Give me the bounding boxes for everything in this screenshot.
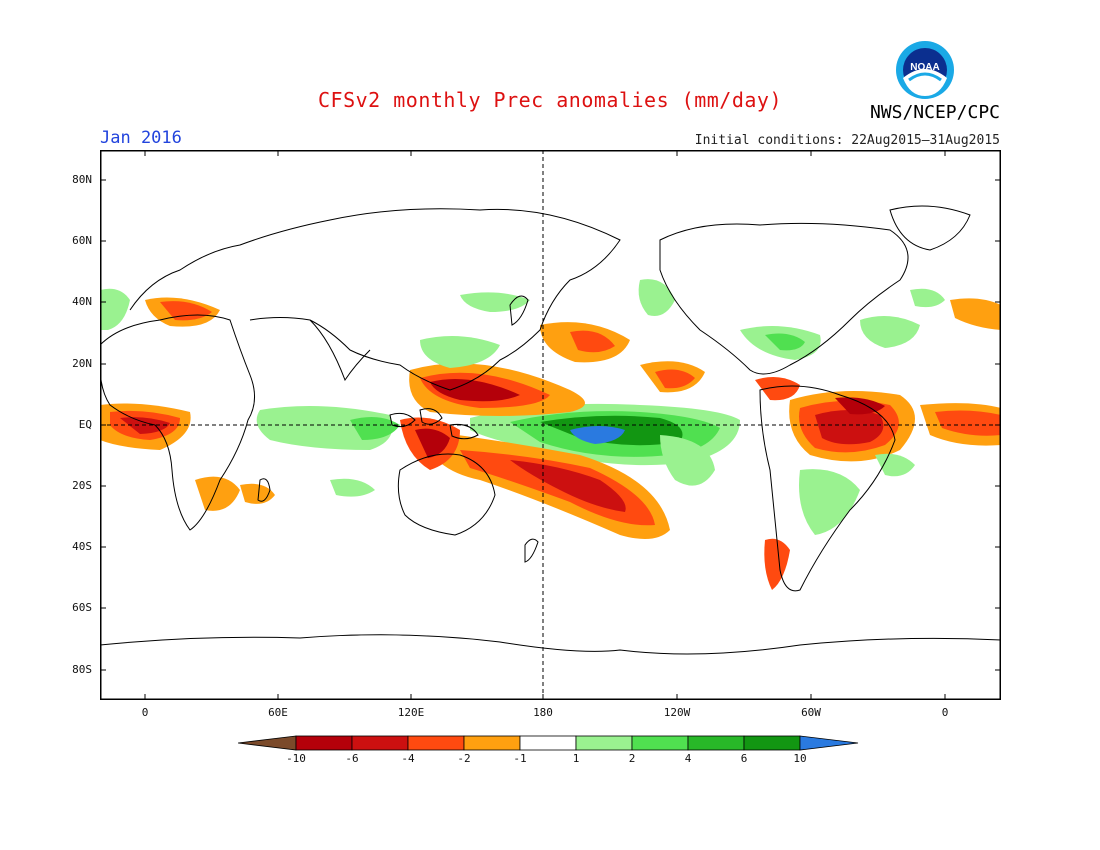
- colorbar: [238, 735, 859, 751]
- colorbar-arrow-low: [238, 735, 297, 751]
- noaa-logo: NOAA: [895, 40, 955, 104]
- lon-label-0-west: 0: [141, 706, 149, 719]
- colorbar-swatch: [631, 735, 689, 751]
- colorbar-swatch: [743, 735, 801, 751]
- colorbar-swatch: [351, 735, 409, 751]
- colorbar-label: -2: [457, 752, 471, 765]
- lat-label-40n: 40N: [72, 295, 92, 308]
- lat-label-80n: 80N: [72, 173, 92, 186]
- initial-conditions-label: Initial conditions: 22Aug2015–31Aug2015: [694, 133, 1000, 148]
- colorbar-swatch: [575, 735, 633, 751]
- map-panel: [100, 150, 1001, 700]
- map-title: CFSv2 monthly Prec anomalies (mm/day): [317, 88, 783, 112]
- colorbar-label: 1: [572, 752, 580, 765]
- lon-label-120w: 120W: [663, 706, 691, 719]
- colorbar-label: -4: [401, 752, 415, 765]
- colorbar-swatch: [295, 735, 353, 751]
- colorbar-label: 6: [740, 752, 748, 765]
- colorbar-swatch: [519, 735, 577, 751]
- lat-label-20n: 20N: [72, 357, 92, 370]
- anomaly-shading: [100, 279, 1001, 590]
- lon-label-60e: 60E: [268, 706, 288, 719]
- colorbar-swatch: [407, 735, 465, 751]
- colorbar-swatch: [463, 735, 521, 751]
- lat-label-20s: 20S: [72, 479, 92, 492]
- colorbar-label: -10: [286, 752, 306, 765]
- colorbar-label: 10: [793, 752, 807, 765]
- agency-label: NWS/NCEP/CPC: [869, 102, 1000, 123]
- map-frame: [100, 150, 1001, 700]
- valid-month-label: Jan 2016: [100, 128, 182, 148]
- lon-label-0-east: 0: [941, 706, 949, 719]
- lat-label-60n: 60N: [72, 234, 92, 247]
- lon-label-120e: 120E: [397, 706, 425, 719]
- lon-label-180: 180: [533, 706, 553, 719]
- lat-label-80s: 80S: [72, 663, 92, 676]
- lat-label-eq: EQ: [78, 418, 92, 431]
- lat-label-60s: 60S: [72, 601, 92, 614]
- colorbar-swatch: [687, 735, 745, 751]
- noaa-logo-text: NOAA: [910, 62, 939, 73]
- colorbar-label: 2: [628, 752, 636, 765]
- lon-label-60w: 60W: [801, 706, 821, 719]
- colorbar-label: 4: [684, 752, 692, 765]
- lat-label-40s: 40S: [72, 540, 92, 553]
- coastlines: [100, 205, 1001, 655]
- colorbar-arrow-high: [799, 735, 859, 751]
- colorbar-label: -6: [345, 752, 359, 765]
- colorbar-label: -1: [513, 752, 527, 765]
